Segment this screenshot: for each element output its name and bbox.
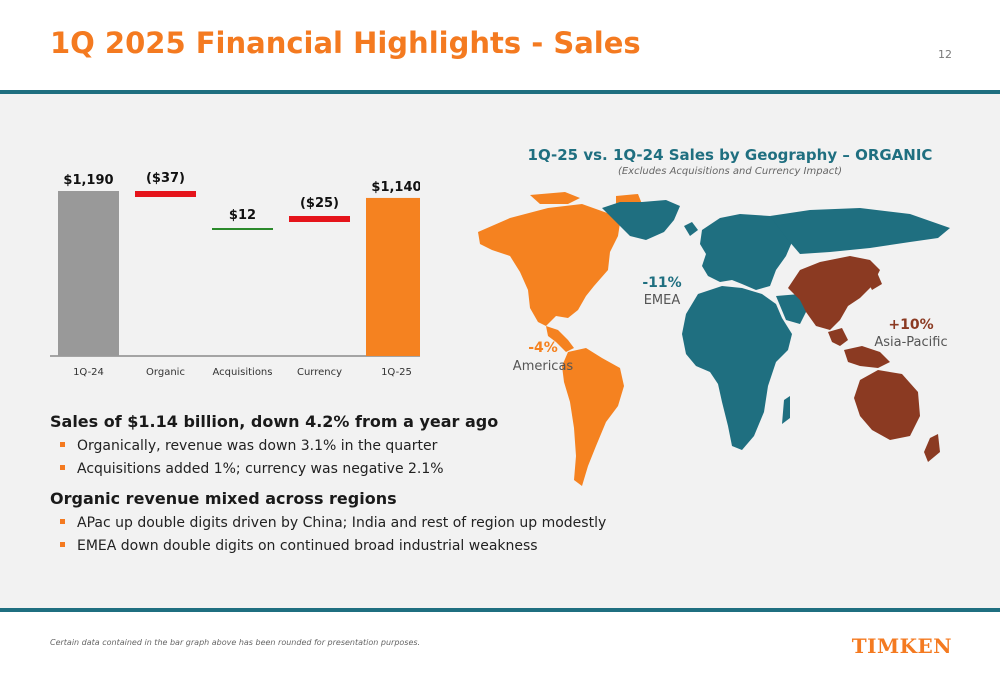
content-background [0, 94, 1000, 608]
bullet-marker-icon [60, 441, 65, 447]
page-title: 1Q 2025 Financial Highlights - Sales [50, 26, 641, 60]
timken-logo: TIMKEN [851, 634, 952, 658]
x-tick-label: 1Q-25 [381, 367, 412, 378]
emea-pct: -11% [642, 275, 682, 291]
data-label: $1,140 [371, 180, 420, 195]
bullet-item: APac up double digits driven by China; I… [60, 515, 606, 531]
emea-label: EMEA [643, 293, 681, 308]
bullet-text: APac up double digits driven by China; I… [77, 515, 607, 531]
asia-pacific-pct: +10% [888, 317, 934, 333]
bar-1q-24 [58, 191, 119, 356]
bullet-marker-icon [60, 464, 65, 470]
page-number: 12 [938, 48, 952, 61]
data-label: $1,190 [63, 173, 113, 188]
bullet-item: Organically, revenue was down 3.1% in th… [60, 438, 437, 454]
bar-acquisitions [212, 228, 273, 230]
data-label: ($37) [146, 171, 185, 186]
section-heading-sales: Sales of $1.14 billion, down 4.2% from a… [50, 412, 499, 431]
header-divider [0, 90, 1000, 94]
map-subtitle: (Excludes Acquisitions and Currency Impa… [617, 166, 843, 177]
bullet-item: Acquisitions added 1%; currency was nega… [60, 461, 444, 477]
footer-divider [0, 608, 1000, 612]
bar-currency [289, 216, 350, 222]
world-map [478, 192, 950, 486]
americas-label: Americas [512, 359, 574, 374]
x-tick-label: Currency [297, 367, 342, 378]
data-label: ($25) [300, 196, 339, 211]
bullet-text: Organically, revenue was down 3.1% in th… [77, 438, 438, 454]
map-emea [602, 200, 950, 450]
map-title: 1Q-25 vs. 1Q-24 Sales by Geography – ORG… [527, 146, 933, 164]
bullet-text: EMEA down double digits on continued bro… [77, 538, 538, 554]
data-label: $12 [229, 208, 256, 223]
bullet-text: Acquisitions added 1%; currency was nega… [77, 461, 444, 477]
x-tick-label: Acquisitions [213, 367, 273, 378]
bullet-marker-icon [60, 518, 65, 524]
map-asia-pacific [788, 256, 940, 462]
bar-organic [135, 191, 196, 197]
map-americas [478, 192, 642, 486]
bullet-marker-icon [60, 541, 65, 547]
bullet-item: EMEA down double digits on continued bro… [60, 538, 538, 554]
footnote: Certain data contained in the bar graph … [50, 638, 421, 647]
bar-1q-25 [366, 197, 420, 356]
x-tick-label: 1Q-24 [73, 367, 104, 378]
americas-pct: -4% [528, 340, 558, 356]
asia-pacific-label: Asia-Pacific [874, 335, 948, 350]
sales-bridge-chart: $1,190 1Q-24 ($37) Organic $12 Acquisitions ($… [50, 171, 420, 378]
section-heading-regions: Organic revenue mixed across regions [50, 489, 397, 508]
x-tick-label: Organic [146, 367, 185, 378]
